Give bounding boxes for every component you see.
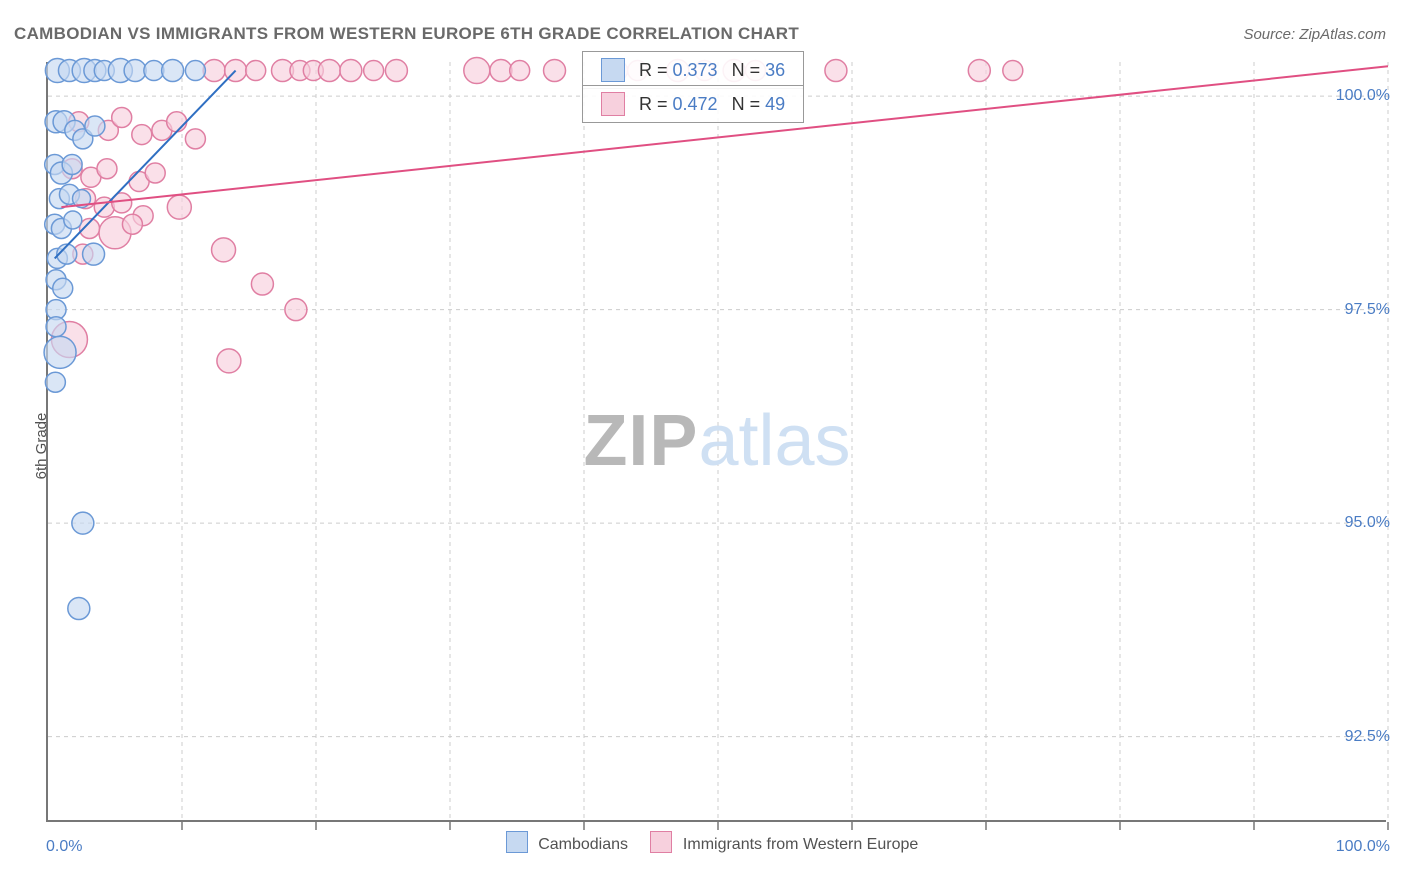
legend: Cambodians Immigrants from Western Europ… — [0, 831, 1406, 854]
n-value: 36 — [765, 60, 785, 80]
legend-label: Immigrants from Western Europe — [683, 836, 918, 853]
source-attribution: Source: ZipAtlas.com — [1243, 26, 1386, 43]
n-label: N = — [732, 60, 766, 80]
ytick-label: 100.0% — [1336, 87, 1390, 105]
correlation-box-1: R = 0.373 N = 36 — [582, 51, 804, 89]
legend-label: Cambodians — [538, 836, 628, 853]
ytick-label: 97.5% — [1345, 301, 1390, 319]
scatter-svg — [48, 62, 1388, 822]
legend-swatch-icon — [650, 831, 672, 853]
n-value: 49 — [765, 94, 785, 114]
chart-title: CAMBODIAN VS IMMIGRANTS FROM WESTERN EUR… — [14, 24, 799, 44]
r-value: 0.472 — [673, 94, 718, 114]
correlation-swatch-icon — [601, 58, 625, 82]
n-label: N = — [732, 94, 766, 114]
ytick-label: 92.5% — [1345, 728, 1390, 746]
r-label: R = — [639, 60, 673, 80]
correlation-box-2: R = 0.472 N = 49 — [582, 85, 804, 123]
r-value: 0.373 — [673, 60, 718, 80]
correlation-swatch-icon — [601, 92, 625, 116]
legend-swatch-icon — [506, 831, 528, 853]
r-label: R = — [639, 94, 673, 114]
plot-area: ZIPatlas — [46, 62, 1386, 822]
ytick-label: 95.0% — [1345, 514, 1390, 532]
